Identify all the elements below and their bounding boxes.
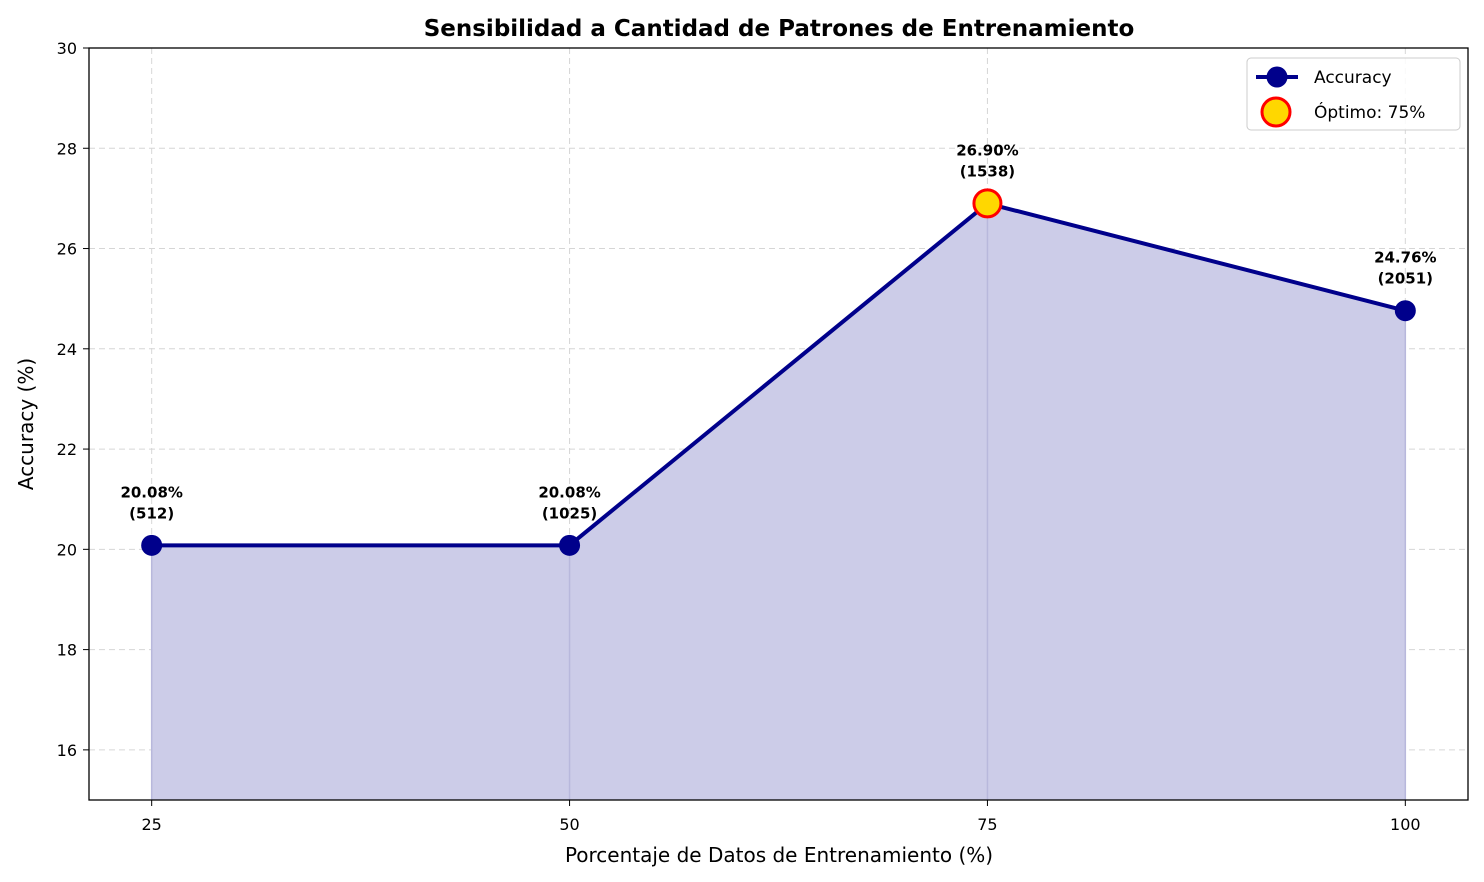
grid	[89, 47, 1468, 800]
data-point	[559, 534, 581, 556]
y-tick-label: 30	[57, 39, 77, 58]
area-fill	[151, 203, 1406, 800]
y-tick-label: 24	[57, 340, 77, 359]
legend-box	[1246, 57, 1461, 131]
chart-title: Sensibilidad a Cantidad de Patrones de E…	[424, 16, 1135, 42]
data-point	[141, 534, 163, 556]
legend-label-optimum: Óptimo: 75%	[1314, 101, 1425, 123]
data-point	[1394, 300, 1416, 322]
data-label: 26.90% (1538)	[956, 141, 1018, 180]
x-axis-title: Porcentaje de Datos de Entrenamiento (%)	[565, 843, 993, 867]
legend-label-accuracy: Accuracy	[1314, 68, 1392, 88]
x-tick-label: 50	[559, 815, 579, 834]
y-tick-label: 16	[57, 741, 77, 760]
y-tick-label: 18	[57, 641, 77, 660]
y-tick-label: 26	[57, 240, 77, 259]
point-layer	[141, 188, 1416, 556]
area-fill-layer	[150, 203, 1407, 800]
legend-optimum-swatch	[1260, 96, 1292, 128]
plot-frame	[88, 47, 1469, 801]
data-label-layer: 20.08% (512) 20.08% (1025) 26.90% (1538) 24.76…	[120, 141, 1436, 522]
data-label: 24.76% (2051)	[1374, 249, 1436, 288]
data-label: 20.08% (512)	[120, 483, 182, 522]
y-tick-label: 22	[57, 440, 77, 459]
tick-layer: 16 18 20 22 24 26 28 30 25 50 75 100	[57, 39, 1421, 834]
y-tick-label: 20	[57, 540, 77, 559]
legend-marker-swatch	[1266, 66, 1288, 88]
y-axis-title: Accuracy (%)	[14, 358, 38, 490]
x-tick-label: 25	[142, 815, 162, 834]
legend: Accuracy Óptimo: 75%	[1246, 57, 1461, 131]
series-line-accuracy	[151, 201, 1406, 548]
data-label: 20.08% (1025)	[538, 483, 600, 522]
x-tick-label: 100	[1390, 815, 1421, 834]
y-tick-label: 28	[57, 139, 77, 158]
optimum-marker	[972, 188, 1003, 219]
line-layer	[151, 201, 1406, 548]
x-tick-label: 75	[977, 815, 997, 834]
